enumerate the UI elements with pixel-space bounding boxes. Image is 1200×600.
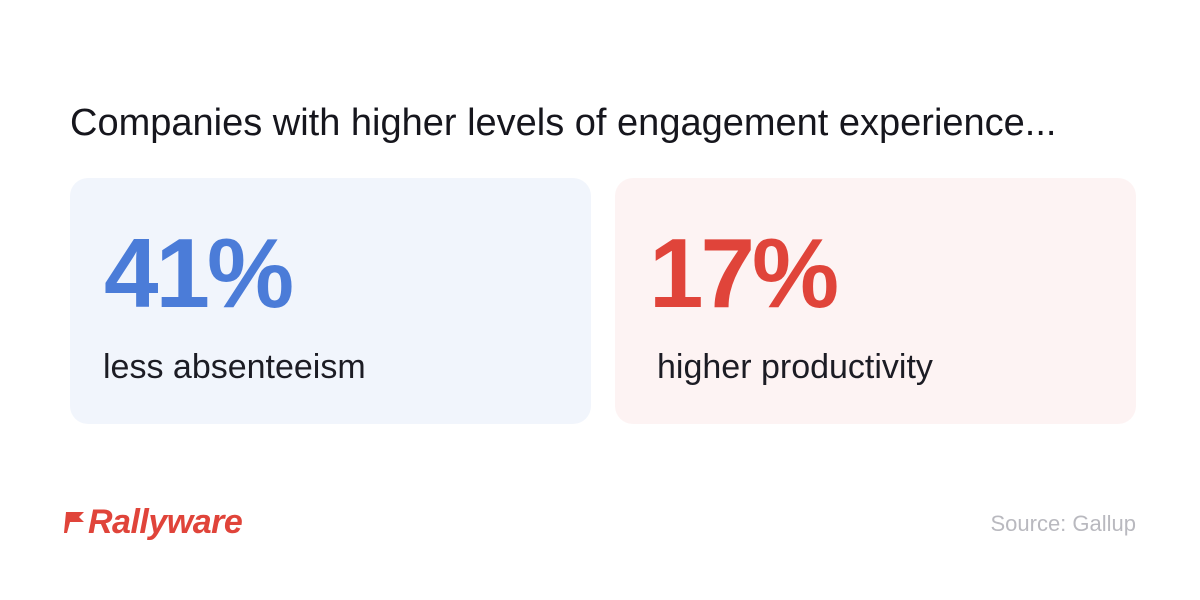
stat-value: 17% bbox=[649, 218, 839, 328]
rallyware-logo: Rallyware bbox=[64, 498, 243, 546]
stat-label: higher productivity bbox=[657, 348, 933, 386]
stat-card-absenteeism: 41% less absenteeism bbox=[70, 178, 591, 424]
source-note: Source: Gallup bbox=[990, 511, 1136, 536]
headline: Companies with higher levels of engageme… bbox=[70, 102, 1057, 144]
flag-icon bbox=[64, 512, 84, 533]
stat-label: less absenteeism bbox=[103, 348, 366, 386]
stat-card-productivity: 17% higher productivity bbox=[615, 178, 1136, 424]
stat-value: 41% bbox=[104, 218, 294, 328]
brand-name: Rallyware bbox=[88, 502, 243, 541]
